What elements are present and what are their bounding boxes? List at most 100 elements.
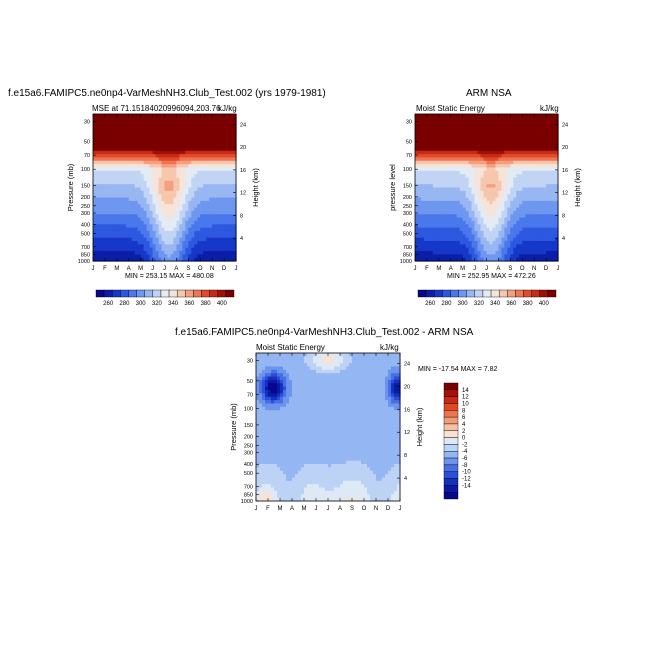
panel1-cell bbox=[230, 117, 234, 122]
panel1-cell bbox=[170, 257, 175, 262]
panel1-cell bbox=[206, 254, 210, 259]
panel1-cell bbox=[170, 124, 175, 128]
panel2-cell bbox=[498, 184, 502, 189]
panel1-cell bbox=[188, 124, 192, 128]
panel1-cell bbox=[119, 147, 124, 152]
panel1-cell bbox=[173, 217, 178, 222]
panel1-cell bbox=[152, 114, 157, 118]
panel1-cell bbox=[167, 194, 172, 199]
panel2-cell bbox=[528, 177, 532, 182]
panel2-cell bbox=[483, 214, 488, 219]
panel2-cell bbox=[441, 214, 446, 219]
panel2-cell bbox=[513, 157, 517, 162]
panel1-cell bbox=[116, 170, 121, 175]
panel1-cell bbox=[185, 257, 189, 262]
panel2-cell bbox=[426, 217, 431, 222]
panel1-cell bbox=[158, 214, 163, 219]
panel1-cell bbox=[176, 174, 180, 179]
panel1-cell bbox=[182, 124, 186, 128]
panel2-cell bbox=[438, 187, 443, 192]
panel1-cell bbox=[221, 237, 225, 242]
panel2-cell bbox=[474, 210, 479, 215]
panel1-cell bbox=[212, 120, 216, 125]
panel2-cell bbox=[537, 244, 541, 249]
panel1-cell bbox=[185, 200, 189, 205]
panel3-cell bbox=[295, 403, 299, 408]
panel2-cell bbox=[471, 240, 476, 245]
panel2-cell bbox=[423, 150, 428, 155]
panel1-cell bbox=[200, 120, 204, 125]
panel1-cell bbox=[104, 210, 109, 215]
panel1-cell bbox=[95, 127, 100, 132]
panel1-cell bbox=[209, 114, 213, 118]
panel1-ytick-label: 500 bbox=[81, 231, 90, 237]
panel1-cell bbox=[95, 207, 100, 212]
panel2-cell bbox=[432, 210, 437, 215]
panel2-cell bbox=[537, 254, 541, 259]
panel3-cell bbox=[268, 457, 272, 462]
panel2-cell bbox=[468, 200, 473, 205]
panel1-cell bbox=[176, 227, 180, 232]
panel1-cell bbox=[131, 204, 136, 209]
panel1-cell bbox=[197, 170, 201, 175]
panel1-cell bbox=[191, 120, 195, 125]
panel1-cell bbox=[98, 244, 103, 249]
panel1-cell bbox=[194, 194, 198, 199]
panel1-cell bbox=[206, 130, 210, 135]
panel2-cell bbox=[432, 214, 437, 219]
panel2-cell bbox=[415, 200, 419, 205]
panel1-xtick-label: A bbox=[127, 266, 131, 272]
panel2-cell bbox=[504, 144, 508, 149]
panel2-cell bbox=[549, 174, 553, 179]
panel1-cell bbox=[188, 244, 192, 249]
panel1-cell bbox=[140, 224, 145, 229]
panel2-cell bbox=[453, 144, 458, 149]
panel1-cell bbox=[224, 204, 228, 209]
panel2-cell bbox=[477, 187, 482, 192]
panel1-cell bbox=[113, 257, 118, 262]
panel2-cell bbox=[423, 137, 428, 142]
panel2-cell bbox=[537, 230, 541, 235]
panel2-cell bbox=[429, 234, 434, 239]
panel1-cell bbox=[191, 220, 195, 225]
panel2-cell bbox=[462, 134, 467, 138]
panel2-cell bbox=[471, 224, 476, 229]
panel1-cell bbox=[215, 247, 219, 252]
panel2-cell bbox=[420, 210, 425, 215]
panel3-cell bbox=[256, 413, 260, 418]
panel1-cell bbox=[218, 190, 222, 195]
panel1-htick-label: 12 bbox=[240, 191, 246, 197]
panel2-cell bbox=[477, 114, 482, 118]
panel1-cell bbox=[107, 180, 112, 185]
panel1-cell bbox=[146, 190, 151, 195]
panel1-cell bbox=[137, 157, 142, 162]
panel1-cell bbox=[143, 154, 148, 159]
panel2-cell bbox=[450, 194, 455, 199]
panel1-cell bbox=[173, 230, 178, 235]
panel1-cell bbox=[113, 154, 118, 159]
panel1-cell bbox=[149, 200, 154, 205]
panel1-cell bbox=[227, 130, 231, 135]
panel2-cell bbox=[483, 234, 488, 239]
panel1-cell bbox=[131, 234, 136, 239]
panel2-cell bbox=[444, 240, 449, 245]
panel2-cell bbox=[492, 167, 497, 172]
panel1-cell bbox=[131, 257, 136, 262]
panel1-cell bbox=[161, 214, 166, 219]
panel1-cell bbox=[113, 234, 118, 239]
panel3-cell bbox=[280, 373, 284, 378]
panel2-cell bbox=[480, 150, 485, 155]
panel3-cell bbox=[262, 427, 266, 431]
panel2-cell bbox=[495, 254, 500, 259]
panel2-cell bbox=[534, 250, 538, 255]
panel1-cell bbox=[167, 174, 172, 179]
panel1-cell bbox=[152, 117, 157, 122]
panel1-cell bbox=[164, 247, 169, 252]
panel1-cell bbox=[233, 114, 237, 118]
panel2-cell bbox=[480, 207, 485, 212]
panel1-cell bbox=[191, 134, 195, 138]
panel2-cell bbox=[498, 144, 502, 149]
panel2-cell bbox=[525, 124, 529, 128]
panel1-cell bbox=[209, 227, 213, 232]
panel1-cell bbox=[185, 214, 189, 219]
